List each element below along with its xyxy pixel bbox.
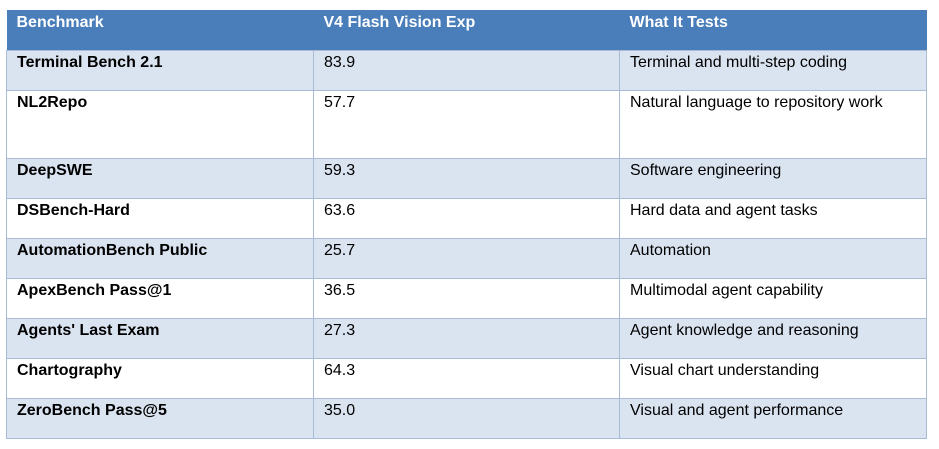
benchmark-table-container: Benchmark V4 Flash Vision Exp What It Te… (6, 10, 927, 439)
table-row: NL2Repo 57.7 Natural language to reposit… (6, 89, 927, 159)
benchmark-cell: Terminal Bench 2.1 (6, 49, 314, 91)
table-row: Terminal Bench 2.1 83.9 Terminal and mul… (6, 49, 927, 91)
benchmark-cell: ZeroBench Pass@5 (6, 397, 314, 439)
header-what-it-tests: What It Tests (619, 10, 927, 50)
score-cell: 27.3 (313, 317, 620, 359)
tests-cell: Terminal and multi-step coding (619, 49, 927, 91)
tests-cell: Automation (619, 237, 927, 279)
table-header-row: Benchmark V4 Flash Vision Exp What It Te… (6, 10, 927, 50)
table-row: Agents' Last Exam 27.3 Agent knowledge a… (6, 317, 927, 359)
table-row: ZeroBench Pass@5 35.0 Visual and agent p… (6, 397, 927, 439)
benchmark-cell: DSBench-Hard (6, 197, 314, 239)
score-cell: 25.7 (313, 237, 620, 279)
tests-cell: Natural language to repository work (619, 89, 927, 159)
table-row: DeepSWE 59.3 Software engineering (6, 157, 927, 199)
score-cell: 35.0 (313, 397, 620, 439)
score-cell: 63.6 (313, 197, 620, 239)
benchmark-cell: NL2Repo (6, 89, 314, 159)
score-cell: 57.7 (313, 89, 620, 159)
tests-cell: Agent knowledge and reasoning (619, 317, 927, 359)
tests-cell: Visual chart understanding (619, 357, 927, 399)
table-row: DSBench-Hard 63.6 Hard data and agent ta… (6, 197, 927, 239)
score-cell: 36.5 (313, 277, 620, 319)
score-cell: 83.9 (313, 49, 620, 91)
table-row: ApexBench Pass@1 36.5 Multimodal agent c… (6, 277, 927, 319)
benchmark-cell: Chartography (6, 357, 314, 399)
benchmark-cell: ApexBench Pass@1 (6, 277, 314, 319)
benchmark-cell: DeepSWE (6, 157, 314, 199)
benchmark-table: Benchmark V4 Flash Vision Exp What It Te… (6, 10, 927, 439)
score-cell: 64.3 (313, 357, 620, 399)
benchmark-cell: AutomationBench Public (6, 237, 314, 279)
tests-cell: Multimodal agent capability (619, 277, 927, 319)
table-row: AutomationBench Public 25.7 Automation (6, 237, 927, 279)
tests-cell: Visual and agent performance (619, 397, 927, 439)
tests-cell: Hard data and agent tasks (619, 197, 927, 239)
score-cell: 59.3 (313, 157, 620, 199)
table-row: Chartography 64.3 Visual chart understan… (6, 357, 927, 399)
tests-cell: Software engineering (619, 157, 927, 199)
benchmark-cell: Agents' Last Exam (6, 317, 314, 359)
header-benchmark: Benchmark (6, 10, 314, 50)
header-score: V4 Flash Vision Exp (313, 10, 620, 50)
